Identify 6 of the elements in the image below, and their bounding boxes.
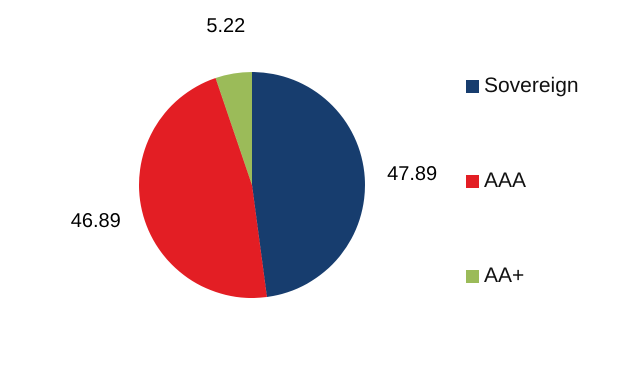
data-label: 46.89: [70, 210, 121, 232]
legend-label: Sovereign: [484, 73, 579, 99]
data-label: 47.89: [387, 162, 438, 185]
legend-label: AA+: [484, 263, 524, 289]
data-label: 5.22: [206, 15, 246, 38]
legend-label: AAA: [484, 168, 526, 194]
